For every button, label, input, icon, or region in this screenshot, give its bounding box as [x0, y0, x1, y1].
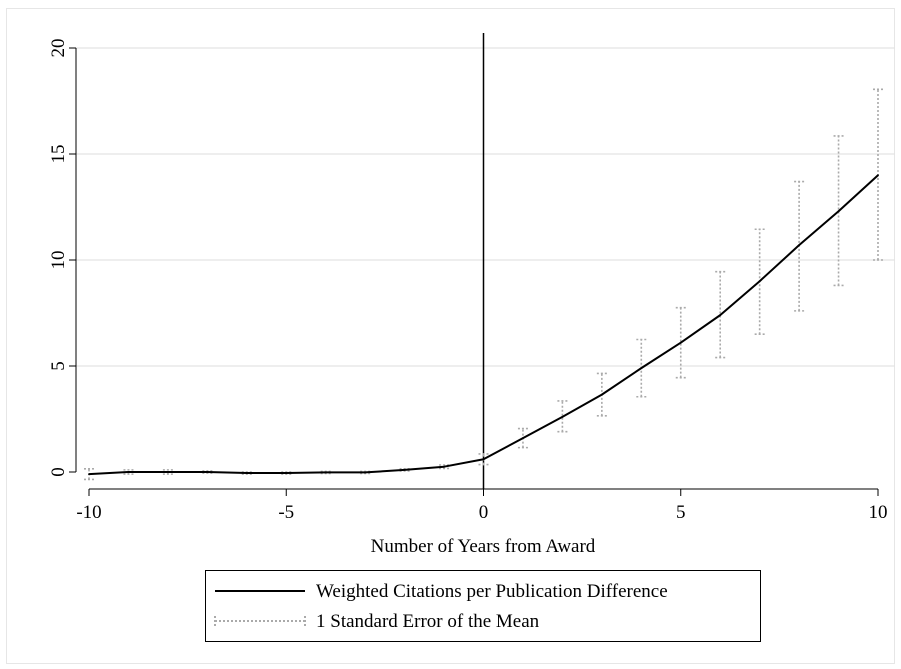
data-point-5	[679, 341, 682, 344]
error-bar-6	[715, 270, 726, 359]
y-tick-label-0: 0	[48, 467, 69, 477]
data-point-4	[640, 367, 643, 370]
data-point--7	[206, 471, 209, 473]
legend-label-mean: Weighted Citations per Publication Diffe…	[316, 581, 668, 602]
data-point--5	[285, 472, 288, 474]
data-point--6	[245, 472, 248, 474]
legend-swatch-dotted	[214, 616, 306, 626]
error-bar--9	[123, 469, 134, 475]
legend-label-se: 1 Standard Error of the Mean	[316, 611, 540, 632]
error-bar-2	[557, 400, 568, 433]
data-point-8	[798, 244, 800, 247]
y-tick-label-10: 10	[48, 251, 69, 270]
data-point-0	[482, 458, 485, 461]
error-bar-5	[675, 306, 686, 379]
data-point--3	[364, 471, 367, 474]
x-tick-label-5: 5	[676, 502, 686, 523]
series-layer	[84, 88, 883, 481]
data-point-10	[877, 174, 879, 177]
tick-labels: 0 5 10 15 20 -10 -5 0 5 10	[48, 39, 888, 524]
legend-box	[205, 570, 761, 642]
data-point--4	[324, 471, 327, 474]
outer-frame	[6, 8, 895, 664]
grid-lines	[76, 47, 895, 367]
data-point--10	[88, 473, 90, 476]
x-tick-label-0: 0	[479, 502, 489, 523]
error-bar-9	[833, 135, 844, 287]
error-bar--8	[162, 469, 173, 475]
data-point-3	[600, 393, 603, 396]
x-tick-label-10: 10	[869, 502, 888, 523]
data-point-9	[837, 210, 840, 213]
data-point--9	[127, 471, 130, 473]
x-tick-label--10: -10	[76, 502, 101, 523]
data-point--1	[443, 465, 445, 468]
data-point-6	[719, 314, 722, 317]
legend: Weighted Citations per Publication Diffe…	[205, 570, 761, 642]
data-point-1	[522, 437, 524, 439]
y-tick-label-5: 5	[48, 361, 69, 371]
data-point-2	[561, 415, 564, 418]
x-tick-label--5: -5	[278, 502, 294, 523]
data-point-7	[758, 280, 761, 283]
x-axis-title: Number of Years from Award	[371, 536, 596, 557]
y-tick-label-20: 20	[48, 39, 69, 58]
y-tick-label-15: 15	[48, 145, 69, 164]
data-point--8	[167, 471, 169, 473]
data-point--2	[403, 468, 406, 471]
